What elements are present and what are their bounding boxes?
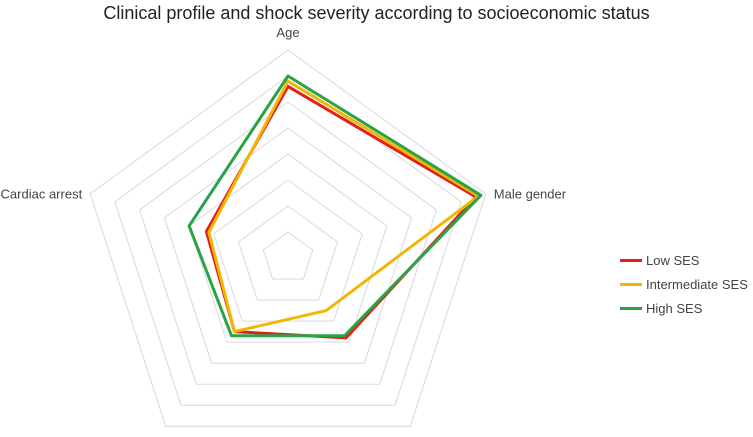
legend-label: High SES [646, 301, 703, 316]
axis-label-profound-shock: Profound shock [73, 435, 164, 437]
legend-swatch [620, 283, 642, 286]
legend-item: High SES [620, 298, 748, 319]
legend-swatch [620, 259, 642, 262]
series-line-high-ses [187, 74, 483, 338]
axis-label-age: Age [276, 25, 299, 40]
axis-labels: Age Male gender Diabetes mellitus Profound … [1, 25, 567, 437]
grid-ring [237, 205, 339, 301]
grid-ring [163, 127, 413, 364]
legend-label: Low SES [646, 253, 700, 268]
legend: Low SES Intermediate SES High SES [620, 250, 748, 322]
grid-ring [262, 231, 314, 280]
grid-ring [213, 179, 363, 322]
grid-ring [188, 153, 388, 343]
grid-ring [139, 101, 437, 385]
legend-label: Intermediate SES [646, 277, 748, 292]
grid-ring [114, 75, 462, 406]
axis-label-diabetes-mellitus: Diabetes mellitus [409, 435, 508, 437]
axis-label-male-gender: Male gender [494, 187, 567, 202]
axis-label-cardiac-arrest: Cardiac arrest [1, 187, 83, 202]
radar-grid [89, 49, 487, 427]
legend-item: Low SES [620, 250, 748, 271]
grid-ring [89, 49, 487, 427]
radar-series-group [187, 74, 483, 340]
legend-swatch [620, 307, 642, 310]
legend-item: Intermediate SES [620, 274, 748, 295]
chart-title: Clinical profile and shock severity acco… [103, 3, 650, 23]
series-line-intermediate-ses [207, 79, 480, 334]
